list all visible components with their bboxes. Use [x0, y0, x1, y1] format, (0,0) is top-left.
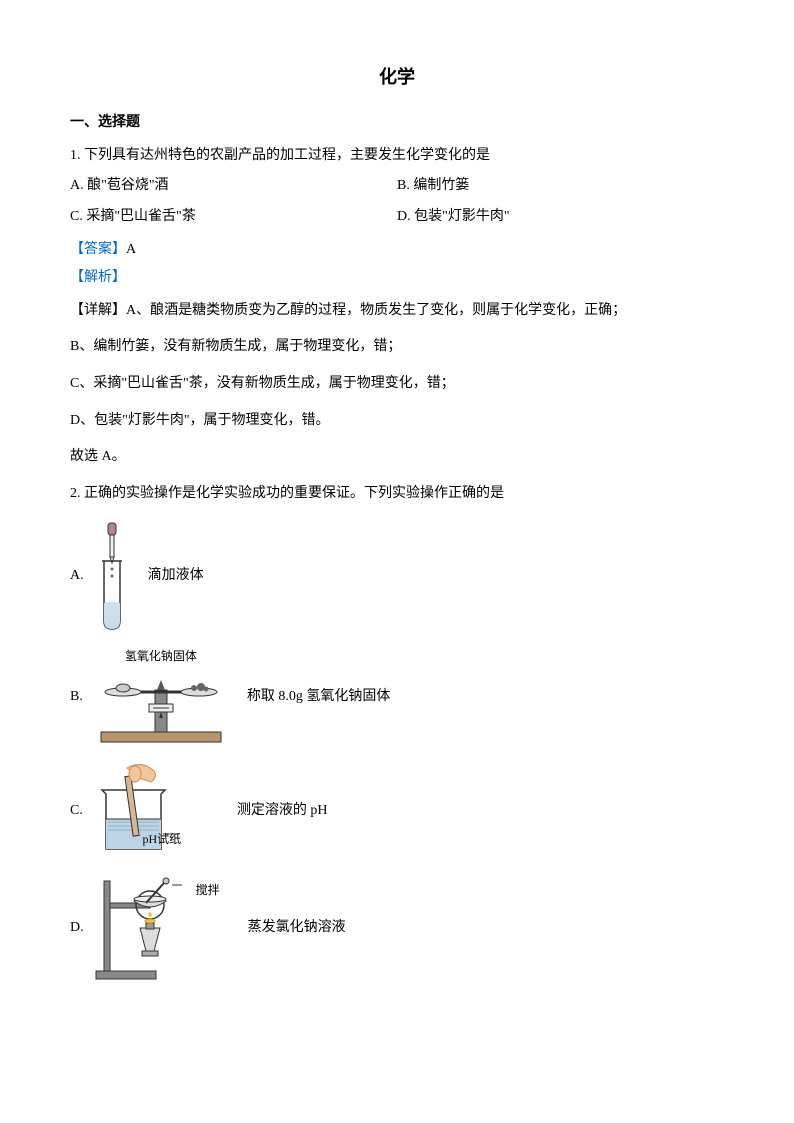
q2-c-desc: 测定溶液的 pH [237, 798, 328, 825]
q1-choice-a: A. 酿"苞谷烧"酒 [70, 173, 397, 200]
q1-detail-c: C、采摘"巴山雀舌"茶，没有新物质生成，属于物理变化，错； [70, 371, 724, 398]
q1-choice-d: D. 包装"灯影牛肉" [397, 204, 724, 231]
section-header: 一、选择题 [70, 110, 724, 137]
q2-stem: 2. 正确的实验操作是化学实验成功的重要保证。下列实验操作正确的是 [70, 481, 724, 508]
q2-c-label: C. [70, 798, 83, 825]
q2-a-label: A. [70, 563, 84, 590]
q2-option-d: D. 蒸发氯化钠溶液 搅拌 [70, 873, 724, 983]
q1-detail-d: D、包装"灯影牛肉"，属于物理变化，错。 [70, 408, 724, 435]
q2-b-label: B. [70, 684, 83, 711]
q1-conclusion: 故选 A。 [70, 444, 724, 471]
answer-value: A [126, 242, 136, 257]
q2-d-label: D. [70, 915, 84, 942]
dropper-tube-diagram [92, 521, 132, 631]
q2-b-desc: 称取 8.0g 氢氧化钠固体 [247, 684, 391, 711]
balance-diagram: 氢氧化钠固体 [91, 645, 231, 750]
q1-choices-row1: A. 酿"苞谷烧"酒 B. 编制竹篓 [70, 173, 724, 200]
q2-option-b: B. 氢氧化钠固体 称取 8.0g 氢氧化钠固体 [70, 645, 724, 750]
q1-choices-row2: C. 采摘"巴山雀舌"茶 D. 包装"灯影牛肉" [70, 204, 724, 231]
q2-option-a: A. 滴加液体 [70, 521, 724, 631]
q1-detail-b: B、编制竹篓，没有新物质生成，属于物理变化，错； [70, 334, 724, 361]
q1-detail-a: 【详解】A、酿酒是糖类物质变为乙醇的过程，物质发生了变化，则属于化学变化，正确； [70, 298, 724, 325]
q1-choice-c: C. 采摘"巴山雀舌"茶 [70, 204, 397, 231]
q2-option-c: C. 测定溶液的 pH pH试纸 [70, 764, 724, 859]
q1-answer: 【答案】A [70, 237, 724, 264]
q1-stem: 1. 下列具有达州特色的农副产品的加工过程，主要发生化学变化的是 [70, 143, 724, 170]
answer-label: 【答案】 [70, 242, 126, 257]
q1-analysis-label: 【解析】 [70, 265, 724, 292]
ph-tag: pH试纸 [142, 828, 181, 851]
stir-tag: 搅拌 [196, 879, 220, 902]
q2-a-desc: 滴加液体 [148, 563, 204, 590]
page-title: 化学 [70, 60, 724, 94]
q2-d-desc: 蒸发氯化钠溶液 [248, 915, 346, 942]
q1-choice-b: B. 编制竹篓 [397, 173, 724, 200]
balance-tag: 氢氧化钠固体 [125, 645, 197, 668]
